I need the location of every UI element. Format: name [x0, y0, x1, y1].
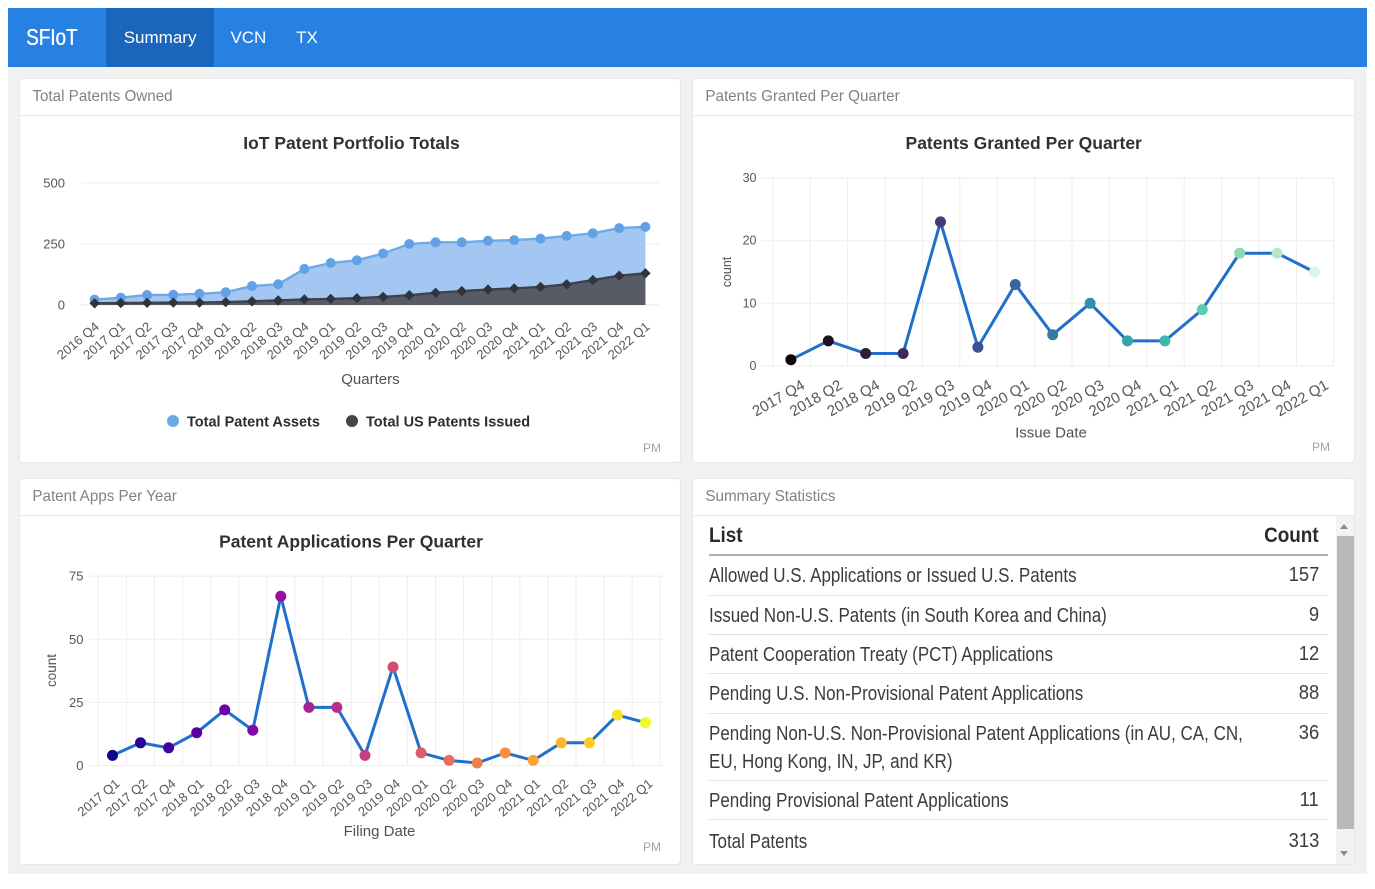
svg-text:PM: PM	[643, 840, 661, 854]
svg-text:0: 0	[76, 758, 83, 773]
svg-text:25: 25	[69, 695, 83, 710]
svg-text:Total US Patents Issued: Total US Patents Issued	[366, 415, 530, 431]
svg-text:75: 75	[69, 569, 83, 584]
svg-text:IoT Patent Portfolio Totals: IoT Patent Portfolio Totals	[243, 133, 460, 153]
svg-text:0: 0	[58, 298, 65, 313]
svg-text:Patent Applications Per Quarte: Patent Applications Per Quarter	[219, 532, 483, 552]
svg-text:500: 500	[43, 176, 65, 191]
svg-text:250: 250	[43, 237, 65, 252]
svg-text:10: 10	[743, 296, 757, 310]
svg-text:PM: PM	[1312, 440, 1330, 454]
svg-text:20: 20	[743, 234, 757, 248]
svg-text:Issue Date: Issue Date	[1015, 425, 1087, 442]
svg-text:Patents Granted Per Quarter: Patents Granted Per Quarter	[906, 133, 1143, 153]
svg-text:50: 50	[69, 632, 83, 647]
svg-text:Filing Date: Filing Date	[344, 823, 416, 840]
svg-text:Quarters: Quarters	[341, 371, 399, 388]
svg-text:Total Patent Assets: Total Patent Assets	[187, 415, 320, 431]
svg-text:0: 0	[750, 359, 757, 373]
svg-text:30: 30	[743, 171, 757, 185]
svg-text:count: count	[720, 256, 734, 287]
svg-text:count: count	[44, 654, 59, 687]
svg-text:PM: PM	[643, 441, 661, 455]
